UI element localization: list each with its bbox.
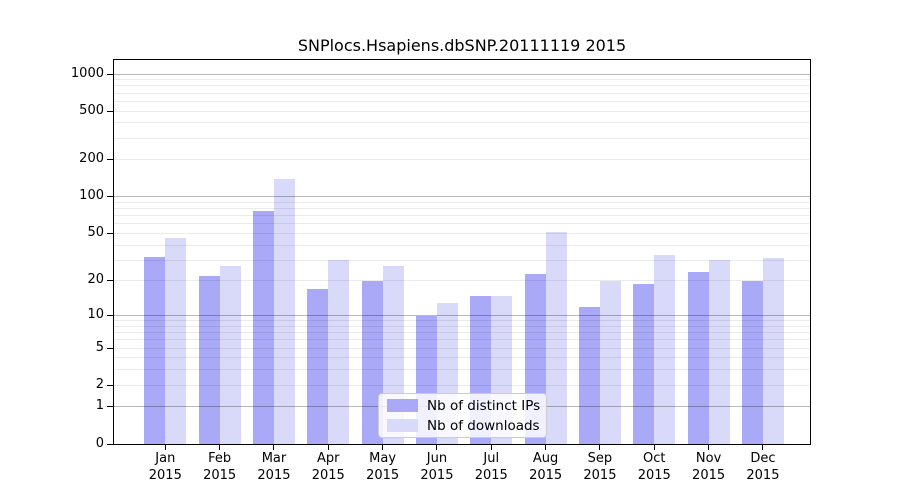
x-tick-label-mar: Mar 2015 <box>257 451 291 483</box>
gridline-minor-800 <box>114 85 810 87</box>
x-tick-jan <box>164 445 166 450</box>
bar-distinct-ips-dec <box>741 280 763 444</box>
x-tick-apr <box>327 445 329 450</box>
x-tick-label-dec: Dec 2015 <box>746 451 780 483</box>
y-tick-label-50: 50 <box>87 224 104 240</box>
y-tick-label-10: 10 <box>87 307 104 323</box>
y-tick-500 <box>107 110 113 112</box>
x-tick-label-jul: Jul 2015 <box>474 451 508 483</box>
legend-item-distinct-ips: Nb of distinct IPs <box>387 397 541 415</box>
gridline-minor-700 <box>114 92 810 94</box>
x-tick-label-jun: Jun 2015 <box>420 451 454 483</box>
bar-downloads-apr <box>328 260 350 444</box>
y-tick-label-0: 0 <box>95 435 104 451</box>
x-tick-label-aug: Aug 2015 <box>529 451 563 483</box>
y-tick-label-200: 200 <box>79 151 104 167</box>
x-tick-label-sep: Sep 2015 <box>583 451 617 483</box>
gridline-major-100 <box>114 196 810 198</box>
bar-distinct-ips-sep <box>578 306 600 444</box>
y-tick-label-2: 2 <box>95 376 104 392</box>
y-tick-50 <box>107 232 113 234</box>
y-tick-200 <box>107 159 113 161</box>
legend-label-distinct-ips: Nb of distinct IPs <box>427 397 541 414</box>
x-tick-may <box>382 445 384 450</box>
bar-downloads-jan <box>165 237 187 444</box>
y-tick-10 <box>107 315 113 317</box>
x-tick-label-jan: Jan 2015 <box>148 451 182 483</box>
gridline-minor-300 <box>114 137 810 139</box>
x-tick-dec <box>762 445 764 450</box>
y-tick-20 <box>107 280 113 282</box>
x-tick-label-oct: Oct 2015 <box>637 451 671 483</box>
bar-downloads-nov <box>708 260 730 444</box>
bar-downloads-sep <box>599 280 621 444</box>
y-tick-1 <box>107 406 113 408</box>
gridline-minor-400 <box>114 122 810 124</box>
y-tick-label-1000: 1000 <box>70 65 104 81</box>
bar-downloads-mar <box>273 178 295 444</box>
bar-distinct-ips-nov <box>687 271 709 444</box>
bar-distinct-ips-mar <box>252 210 274 444</box>
x-tick-oct <box>653 445 655 450</box>
bar-distinct-ips-jan <box>144 256 166 444</box>
x-tick-label-feb: Feb 2015 <box>203 451 237 483</box>
y-tick-0 <box>107 443 113 445</box>
gridline-minor-60 <box>114 223 810 225</box>
x-tick-jun <box>436 445 438 450</box>
legend-swatch-distinct-ips <box>387 399 418 412</box>
bar-distinct-ips-oct <box>633 283 655 444</box>
gridline-minor-50 <box>114 232 810 234</box>
bar-distinct-ips-apr <box>307 289 329 444</box>
x-tick-aug <box>545 445 547 450</box>
x-tick-label-nov: Nov 2015 <box>692 451 726 483</box>
gridline-minor-90 <box>114 201 810 203</box>
gridline-minor-80 <box>114 208 810 210</box>
x-tick-jul <box>490 445 492 450</box>
y-tick-label-500: 500 <box>79 102 104 118</box>
bar-distinct-ips-feb <box>198 276 220 444</box>
y-tick-label-5: 5 <box>95 339 104 355</box>
legend-label-downloads: Nb of downloads <box>427 417 540 434</box>
gridline-minor-500 <box>114 110 810 112</box>
y-tick-2 <box>107 384 113 386</box>
y-tick-label-20: 20 <box>87 272 104 288</box>
y-tick-100 <box>107 196 113 198</box>
gridline-minor-900 <box>114 79 810 81</box>
x-tick-label-may: May 2015 <box>366 451 400 483</box>
y-tick-1000 <box>107 73 113 75</box>
gridline-minor-70 <box>114 215 810 217</box>
bar-downloads-oct <box>654 255 676 444</box>
y-tick-label-100: 100 <box>79 188 104 204</box>
x-tick-nov <box>708 445 710 450</box>
bar-downloads-aug <box>545 232 567 444</box>
bar-distinct-ips-may <box>361 280 383 444</box>
gridline-minor-30 <box>114 259 810 261</box>
bar-downloads-dec <box>762 258 784 444</box>
x-tick-mar <box>273 445 275 450</box>
gridline-minor-600 <box>114 100 810 102</box>
legend-item-downloads: Nb of downloads <box>387 417 540 435</box>
y-tick-5 <box>107 347 113 349</box>
x-tick-label-apr: Apr 2015 <box>311 451 345 483</box>
legend: Nb of distinct IPs Nb of downloads <box>378 393 547 438</box>
gridline-minor-200 <box>114 159 810 161</box>
bar-downloads-feb <box>219 265 241 444</box>
legend-swatch-downloads <box>387 419 418 432</box>
gridline-minor-40 <box>114 244 810 246</box>
chart-title: SNPlocs.Hsapiens.dbSNP.20111119 2015 <box>297 36 627 55</box>
y-tick-label-1: 1 <box>95 398 104 414</box>
x-tick-feb <box>219 445 221 450</box>
gridline-major-1000 <box>114 73 810 75</box>
x-tick-sep <box>599 445 601 450</box>
